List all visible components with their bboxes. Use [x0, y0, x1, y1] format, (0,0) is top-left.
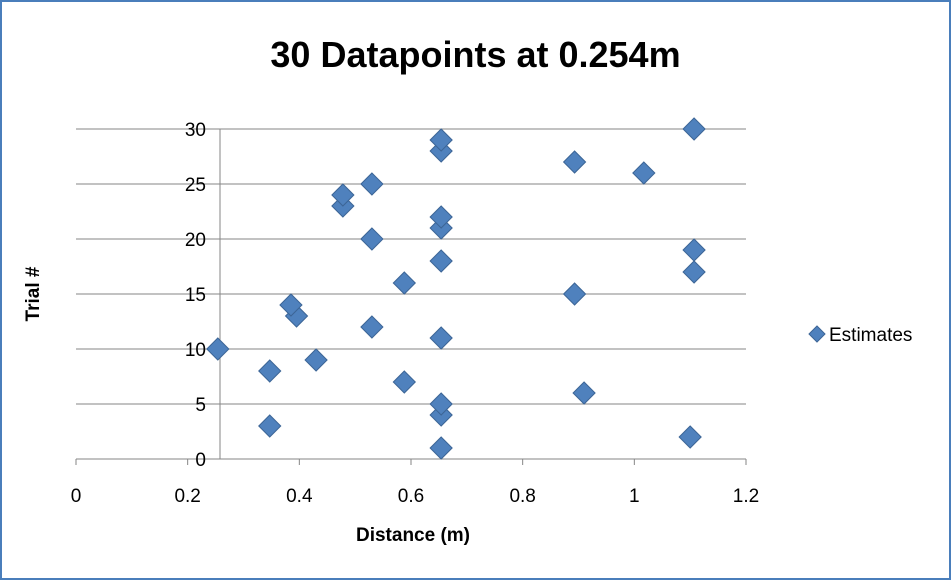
- data-point: [429, 249, 453, 273]
- legend: Estimates: [808, 325, 912, 346]
- x-axis-title: Distance (m): [356, 525, 470, 546]
- data-point: [258, 359, 282, 383]
- data-point: [682, 260, 706, 284]
- data-point: [206, 337, 230, 361]
- y-tick-label: 30: [185, 120, 206, 141]
- legend-label: Estimates: [829, 325, 912, 346]
- y-tick-label: 20: [185, 230, 206, 251]
- data-point: [360, 315, 384, 339]
- data-point: [429, 326, 453, 350]
- y-tick-labels: 0 5 10 15 20 25 30: [185, 120, 206, 471]
- x-tick-label: 0.6: [398, 486, 424, 507]
- chart-title: 30 Datapoints at 0.254m: [270, 34, 681, 75]
- data-point: [331, 183, 355, 207]
- data-point: [392, 370, 417, 394]
- data-point: [632, 161, 656, 185]
- x-tick-label: 0: [71, 486, 82, 507]
- x-tick-label: 0.4: [286, 486, 313, 507]
- data-point: [429, 436, 453, 460]
- y-tick-label: 10: [185, 340, 206, 361]
- x-tick-label: 0.8: [509, 486, 535, 507]
- data-point: [682, 117, 706, 141]
- x-tick-label: 1.2: [733, 486, 759, 507]
- data-point: [392, 271, 417, 295]
- y-tick-label: 15: [185, 285, 206, 306]
- y-tick-label: 5: [195, 395, 206, 416]
- data-point: [279, 293, 303, 317]
- data-point: [360, 227, 384, 251]
- y-tick-label: 25: [185, 175, 206, 196]
- data-point: [429, 128, 453, 152]
- legend-marker: [808, 325, 826, 343]
- data-point: [562, 282, 587, 306]
- data-point: [678, 425, 702, 449]
- x-tick-labels: 0 0.2 0.4 0.6 0.8 1 1.2: [71, 459, 759, 507]
- data-point: [429, 392, 453, 416]
- data-points: [206, 117, 706, 460]
- y-axis-title: Trial #: [23, 266, 44, 321]
- data-point: [304, 348, 328, 372]
- data-point: [572, 381, 596, 405]
- data-point: [360, 172, 384, 196]
- x-tick-label: 1: [629, 486, 640, 507]
- data-point: [258, 414, 282, 438]
- gridlines: [76, 128, 746, 405]
- y-tick-label: 0: [195, 450, 206, 471]
- data-point: [429, 205, 453, 229]
- data-point: [562, 150, 587, 174]
- x-tick-label: 0.2: [174, 486, 200, 507]
- data-point: [682, 238, 706, 262]
